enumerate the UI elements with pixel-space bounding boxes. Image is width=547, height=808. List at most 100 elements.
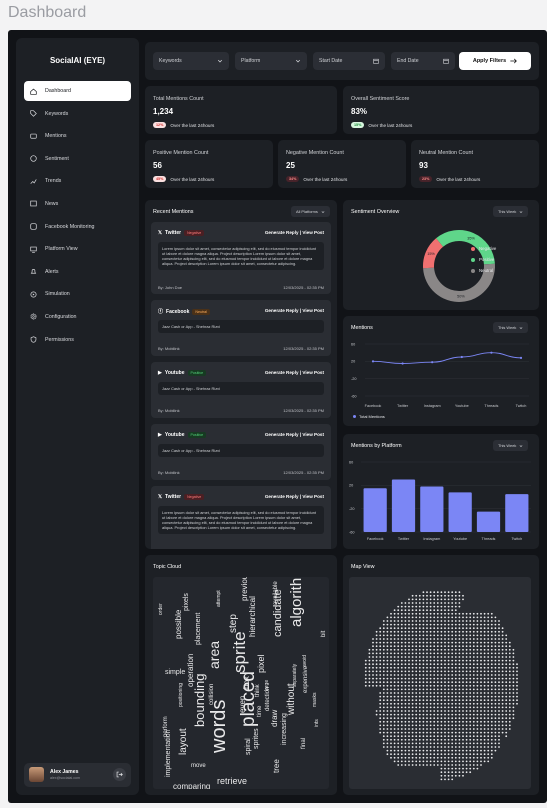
- map-dot: [476, 677, 479, 680]
- mention-actions[interactable]: Generate Reply | View Post: [264, 230, 324, 235]
- map-dot: [426, 717, 428, 720]
- map-dot: [390, 663, 392, 666]
- map-dot: [393, 746, 396, 748]
- map-dot: [490, 753, 493, 756]
- mention-actions[interactable]: Generate Reply | View Post: [264, 370, 324, 375]
- sidebar-item-facebook-monitoring[interactable]: Facebook Monitoring: [24, 217, 131, 237]
- map-dot: [422, 605, 425, 608]
- map-dot: [422, 735, 425, 738]
- mention-actions[interactable]: Generate Reply | View Post: [264, 432, 324, 437]
- map-dot: [480, 677, 482, 680]
- map-dot: [454, 742, 457, 745]
- mention-actions[interactable]: Generate Reply | View Post: [264, 494, 324, 499]
- platform-week-dropdown[interactable]: This Week: [493, 440, 529, 451]
- chevron-down-icon: [519, 210, 523, 213]
- sidebar-item-news[interactable]: News: [24, 194, 131, 214]
- map-dot: [429, 591, 432, 594]
- map-dot: [451, 602, 454, 604]
- map-dot: [390, 634, 392, 637]
- sidebar-item-simulation[interactable]: Simulation: [24, 284, 131, 304]
- mention-actions[interactable]: Generate Reply | View Post: [264, 308, 324, 313]
- map-dot: [429, 663, 432, 666]
- map-dot: [418, 677, 421, 680]
- map-dot: [426, 713, 428, 716]
- map-dot: [458, 753, 461, 756]
- map-dot: [408, 753, 410, 756]
- map-dot: [372, 674, 374, 676]
- sentiment-week-dropdown[interactable]: This Week: [493, 206, 529, 217]
- sidebar-item-alerts[interactable]: Alerts: [24, 262, 131, 282]
- map-dot: [465, 746, 468, 748]
- map-dot: [454, 623, 457, 626]
- map-dot: [454, 616, 457, 619]
- map-dot: [397, 630, 400, 633]
- sidebar-item-permissions[interactable]: Permissions: [24, 330, 131, 350]
- map-dot: [436, 720, 439, 723]
- map-dot: [418, 645, 421, 648]
- map-dot: [375, 641, 378, 644]
- mentions-legend: Total Mentions: [353, 414, 385, 419]
- map-dot: [498, 677, 500, 680]
- map-dot: [400, 735, 403, 738]
- logout-button[interactable]: [113, 768, 126, 781]
- map-dot: [462, 720, 464, 723]
- sidebar-item-configuration[interactable]: Configuration: [24, 307, 131, 327]
- keywords-select[interactable]: Keywords: [153, 52, 229, 70]
- map-dot: [436, 630, 439, 633]
- start-date-input[interactable]: Start Date: [313, 52, 385, 70]
- map-dot: [386, 616, 389, 619]
- map-dot: [440, 648, 443, 651]
- map-dot: [415, 713, 418, 716]
- map-dot: [508, 710, 511, 712]
- map-dot: [408, 724, 410, 727]
- donut-label: 50%: [457, 295, 465, 299]
- sidebar-item-mentions[interactable]: Mentions: [24, 126, 131, 146]
- map-dot: [393, 627, 396, 630]
- map-dot: [465, 710, 468, 712]
- map-dot: [447, 742, 450, 745]
- map-dot: [397, 652, 400, 655]
- sidebar-item-dashboard[interactable]: Dashboard: [24, 81, 131, 101]
- mention-text: Jazz Cash or App - Shehraz Rizvi: [158, 444, 324, 458]
- map-dot: [447, 699, 450, 702]
- map-dot: [487, 681, 490, 684]
- sidebar-item-sentiment[interactable]: Sentiment: [24, 149, 131, 169]
- map-dot: [393, 749, 396, 752]
- map-dot: [418, 616, 421, 619]
- sidebar-item-platform-view[interactable]: Platform View: [24, 239, 131, 259]
- map-dot: [490, 638, 493, 640]
- map-dot: [469, 652, 472, 655]
- map-dot: [433, 695, 436, 698]
- sidebar-item-keywords[interactable]: Keywords: [24, 104, 131, 124]
- map-dot: [393, 720, 396, 723]
- map-dot: [487, 648, 490, 651]
- map-dot: [501, 666, 504, 669]
- apply-filters-button[interactable]: Apply Filters: [459, 52, 531, 70]
- mention-date: 12/03/2025 - 02:35 PM: [283, 408, 324, 413]
- map-dot: [454, 760, 457, 763]
- map-dot: [393, 684, 396, 687]
- map-dot: [465, 713, 468, 716]
- map-dot: [368, 659, 371, 662]
- mentions-week-dropdown[interactable]: This Week: [493, 322, 529, 333]
- map-dot: [429, 605, 432, 608]
- map-dot: [393, 652, 396, 655]
- map-dot: [422, 749, 425, 752]
- map-dot: [440, 695, 443, 698]
- map-dot: [487, 742, 490, 745]
- map-dot: [415, 612, 418, 615]
- map-dot: [451, 692, 454, 694]
- map-dot: [426, 656, 428, 658]
- platforms-dropdown[interactable]: All Platforms: [291, 206, 330, 217]
- map-dot: [483, 620, 486, 622]
- map-dot: [508, 699, 511, 702]
- map-dot: [490, 738, 493, 741]
- map-dot: [382, 710, 385, 712]
- map-dot: [408, 710, 410, 712]
- map-dot: [483, 641, 486, 644]
- map-dot: [440, 738, 443, 741]
- map-dot: [418, 684, 421, 687]
- sidebar-item-trends[interactable]: Trends: [24, 171, 131, 191]
- end-date-input[interactable]: End Date: [391, 52, 455, 70]
- platform-select[interactable]: Platform: [235, 52, 307, 70]
